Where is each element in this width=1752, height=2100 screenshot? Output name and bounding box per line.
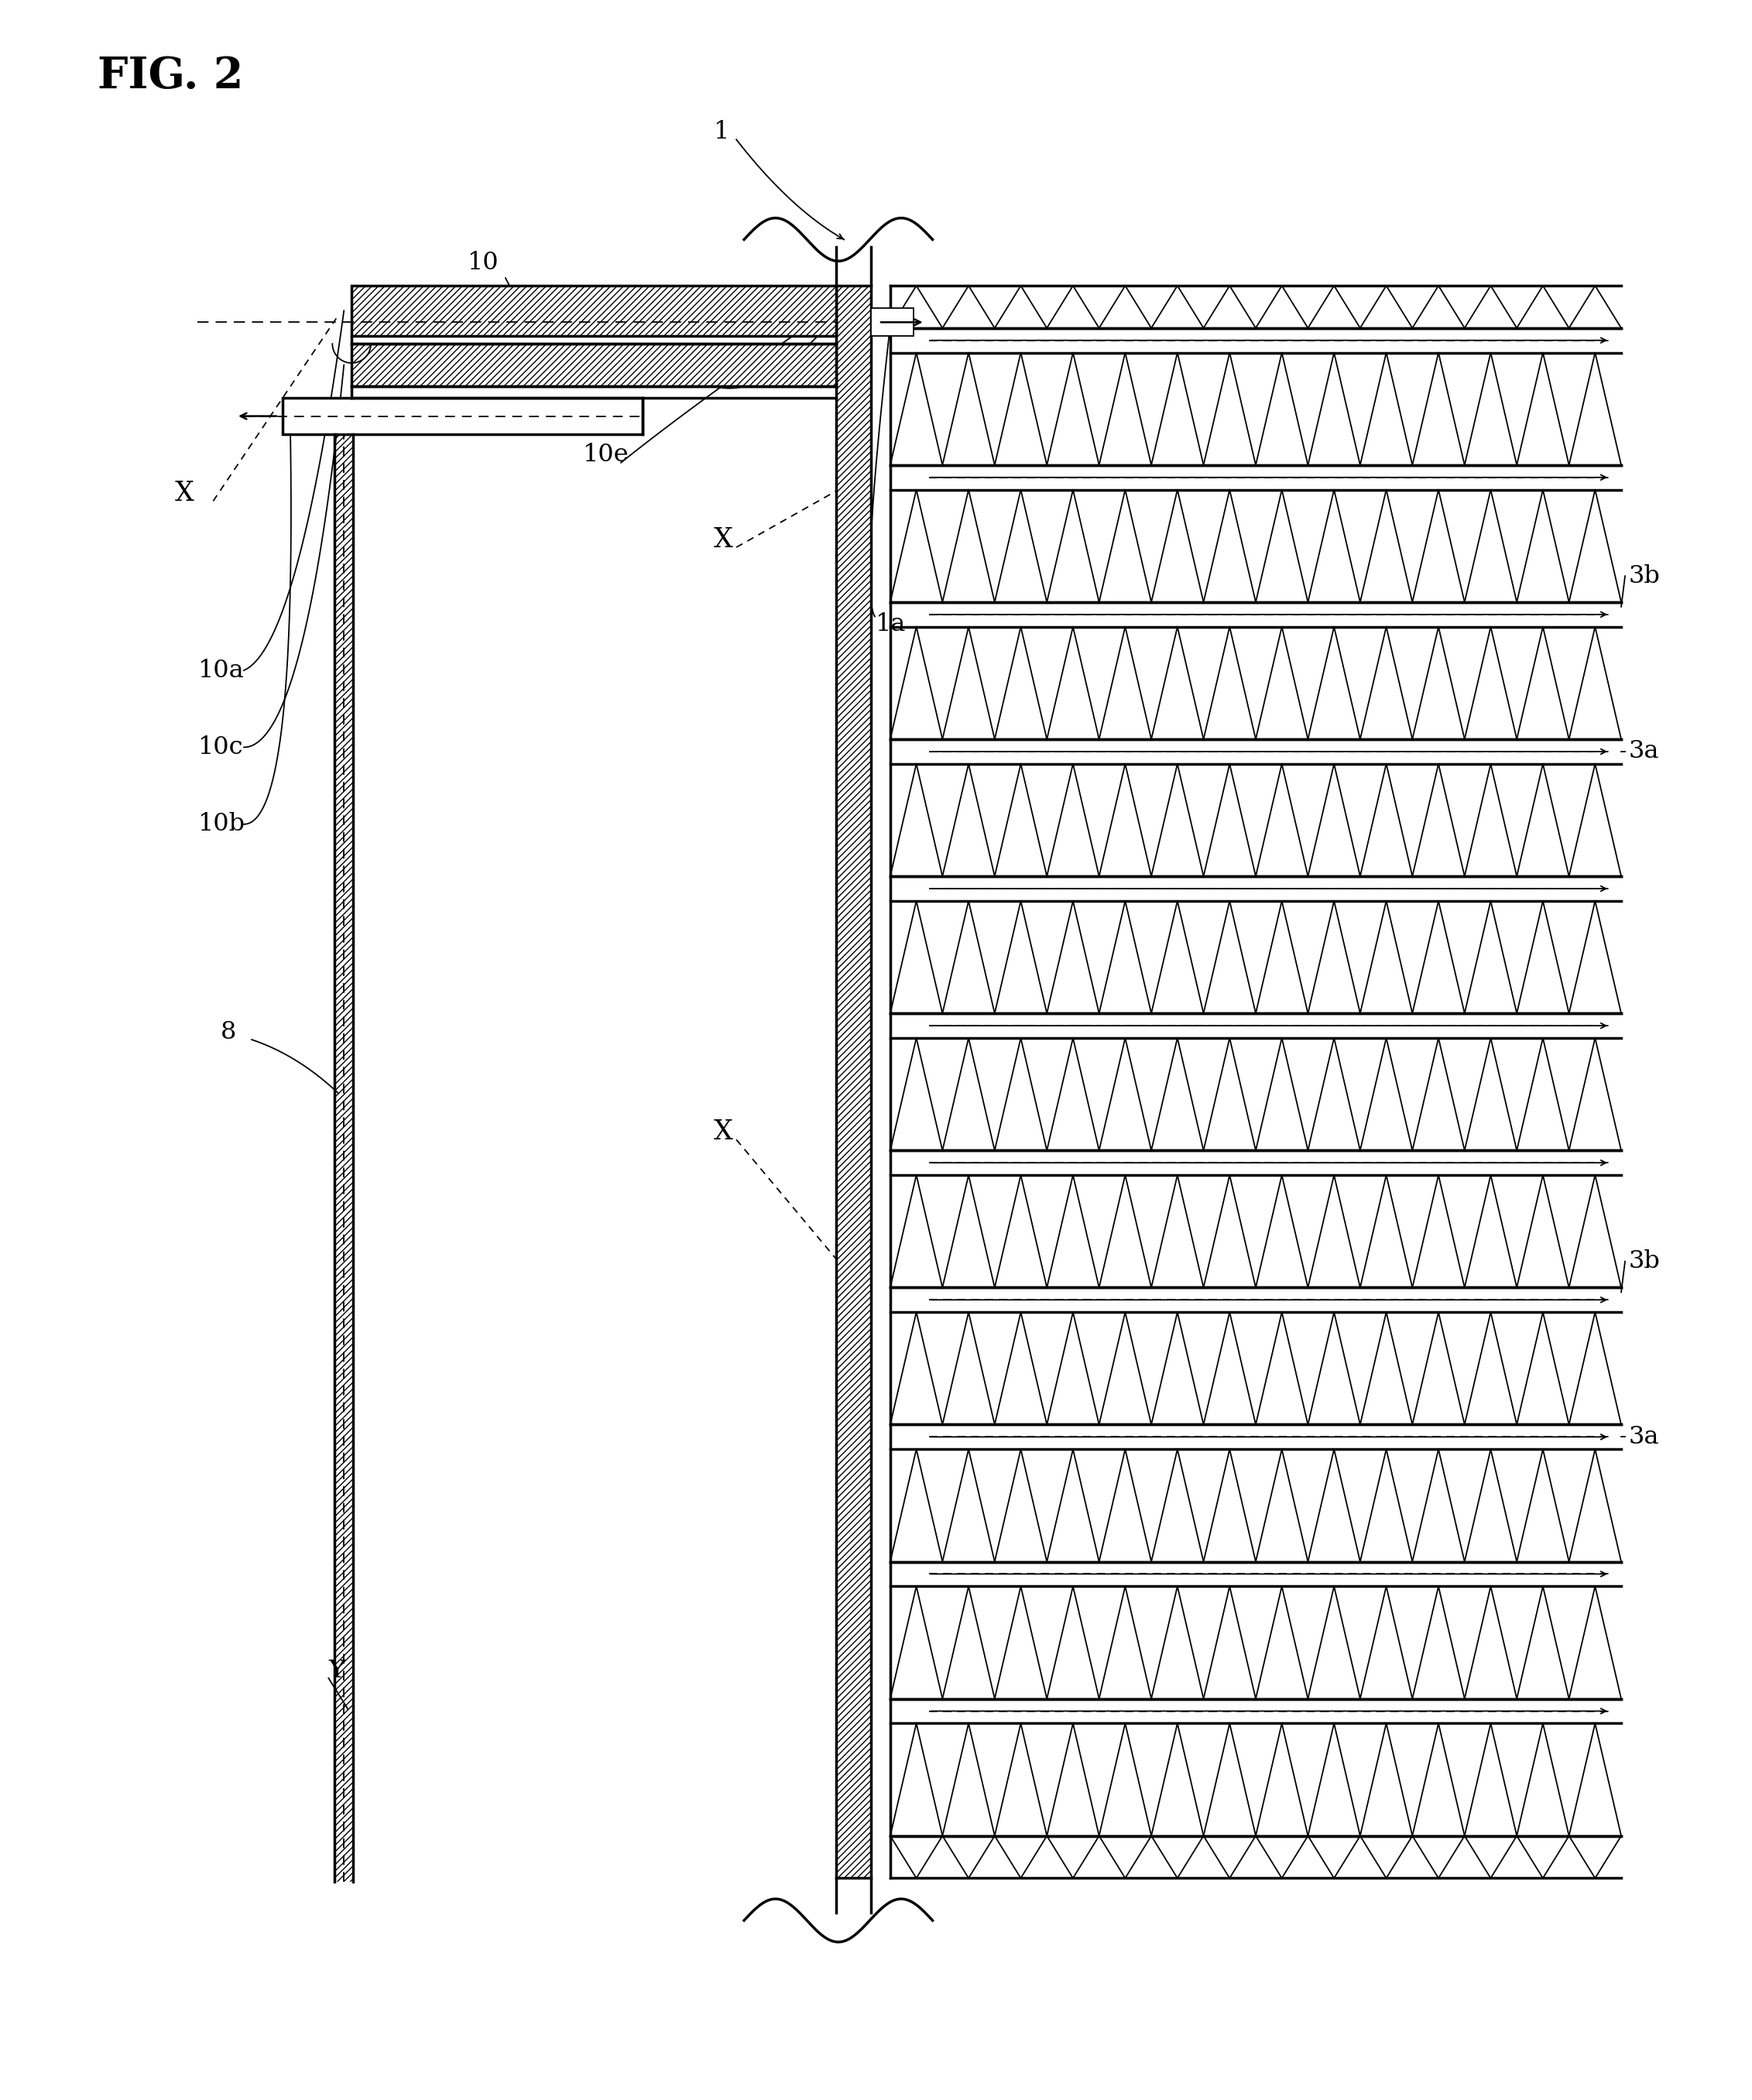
Text: R1: R1 (697, 365, 732, 391)
Text: 10e: 10e (582, 443, 629, 466)
Text: FIG. 2: FIG. 2 (98, 55, 244, 97)
Text: 10a: 10a (198, 659, 244, 682)
Text: 10: 10 (468, 250, 499, 275)
Bar (836, 286, 871, 1877)
Text: 10c: 10c (198, 735, 244, 760)
Bar (282, 397, 643, 435)
Text: 3b: 3b (1629, 1249, 1661, 1273)
Text: 8: 8 (221, 1021, 237, 1044)
Text: X: X (713, 1119, 732, 1144)
Bar (352, 286, 836, 336)
Bar (335, 435, 354, 1882)
Text: 10b: 10b (198, 813, 245, 836)
Text: 1a: 1a (874, 613, 906, 636)
Text: X: X (713, 527, 732, 552)
Text: 3a: 3a (1629, 739, 1659, 764)
Text: 3a: 3a (1629, 1426, 1659, 1449)
Text: 3b: 3b (1629, 565, 1661, 588)
Bar (352, 286, 836, 336)
Text: X: X (175, 481, 194, 506)
Text: 1: 1 (713, 120, 729, 143)
Bar (871, 309, 913, 336)
Bar (352, 344, 836, 386)
Bar (352, 344, 836, 386)
Bar (836, 286, 871, 1877)
Text: Y: Y (329, 1659, 345, 1682)
